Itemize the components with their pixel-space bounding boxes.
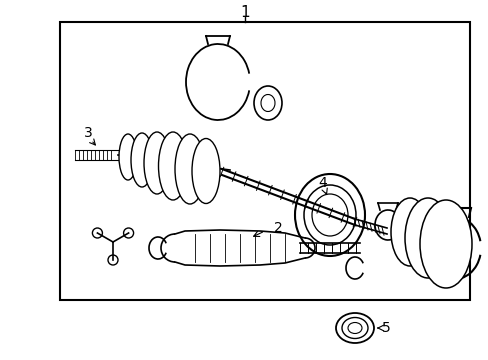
Ellipse shape [419,200,471,288]
Ellipse shape [119,134,137,180]
Bar [60,22,469,300]
Ellipse shape [347,323,361,333]
Text: 1: 1 [240,5,249,19]
Ellipse shape [404,198,450,278]
Ellipse shape [390,198,428,266]
Ellipse shape [175,134,204,204]
Ellipse shape [92,228,102,238]
Ellipse shape [131,133,153,187]
Text: 2: 2 [273,221,282,235]
Ellipse shape [192,139,220,203]
Ellipse shape [341,318,367,338]
Text: 5: 5 [381,321,390,335]
Ellipse shape [143,132,170,194]
Ellipse shape [123,228,133,238]
Text: 4: 4 [318,176,326,190]
Text: 3: 3 [83,126,92,140]
Ellipse shape [158,132,187,200]
Ellipse shape [335,313,373,343]
Ellipse shape [108,255,118,265]
